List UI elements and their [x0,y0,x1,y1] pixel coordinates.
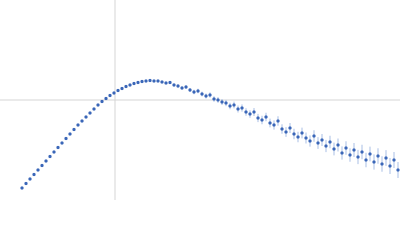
point [392,158,396,162]
point [380,162,384,166]
point [248,112,252,116]
point [272,123,276,127]
point [344,146,348,150]
point [300,131,304,135]
point [104,96,108,101]
point [176,84,180,88]
point [64,136,68,141]
point [48,154,52,159]
point [68,132,72,136]
point [276,119,280,123]
point [348,153,352,157]
point [376,154,380,158]
point [384,156,388,160]
point [128,83,132,87]
point [56,145,60,150]
point [232,103,236,107]
point [328,140,332,144]
point [164,81,168,85]
point [20,186,24,190]
point [340,151,344,155]
point [100,99,104,104]
point [304,136,308,140]
point [312,134,316,138]
point [92,107,96,111]
point [324,144,328,148]
point [88,111,92,115]
point [36,168,40,172]
point [260,118,264,122]
point [44,159,48,163]
point [132,81,136,86]
point [220,100,224,104]
point [364,158,368,162]
point [200,92,204,96]
point [84,115,88,119]
point [256,116,260,120]
point [208,93,212,97]
point [288,126,292,130]
point [120,86,124,91]
point [396,168,400,172]
point [80,119,84,123]
point [236,107,240,111]
point [284,130,288,134]
point [192,90,196,94]
point [152,79,156,83]
point [76,123,80,127]
point [360,150,364,154]
point [244,110,248,114]
point [280,127,284,131]
point [140,79,144,84]
point [144,79,148,83]
chart [0,0,400,200]
point [32,172,36,177]
point [188,88,192,92]
point [180,86,184,90]
point [160,80,164,84]
point [156,79,160,83]
point [216,98,220,102]
point [320,138,324,142]
point [168,80,172,85]
point [196,89,200,93]
point [116,88,120,93]
point [268,121,272,125]
point [388,164,392,168]
point [368,152,372,156]
point [204,94,208,98]
point [28,177,32,181]
point [316,141,320,145]
point [24,181,28,186]
point [124,84,128,89]
point [296,135,300,139]
point [356,155,360,159]
point [252,110,256,114]
point [108,93,112,98]
point [96,103,100,107]
point [212,97,216,101]
point [240,106,244,110]
point [148,78,152,83]
point [308,139,312,143]
point [372,160,376,164]
point [184,85,188,89]
point [264,115,268,119]
point [224,101,228,105]
point [40,163,44,168]
point [60,141,64,145]
point [228,104,232,108]
point [352,148,356,152]
point [292,132,296,136]
point [336,143,340,147]
point [112,91,116,95]
point [136,80,140,85]
point [72,127,76,132]
point [172,83,176,87]
point [332,147,336,151]
point [52,150,56,154]
